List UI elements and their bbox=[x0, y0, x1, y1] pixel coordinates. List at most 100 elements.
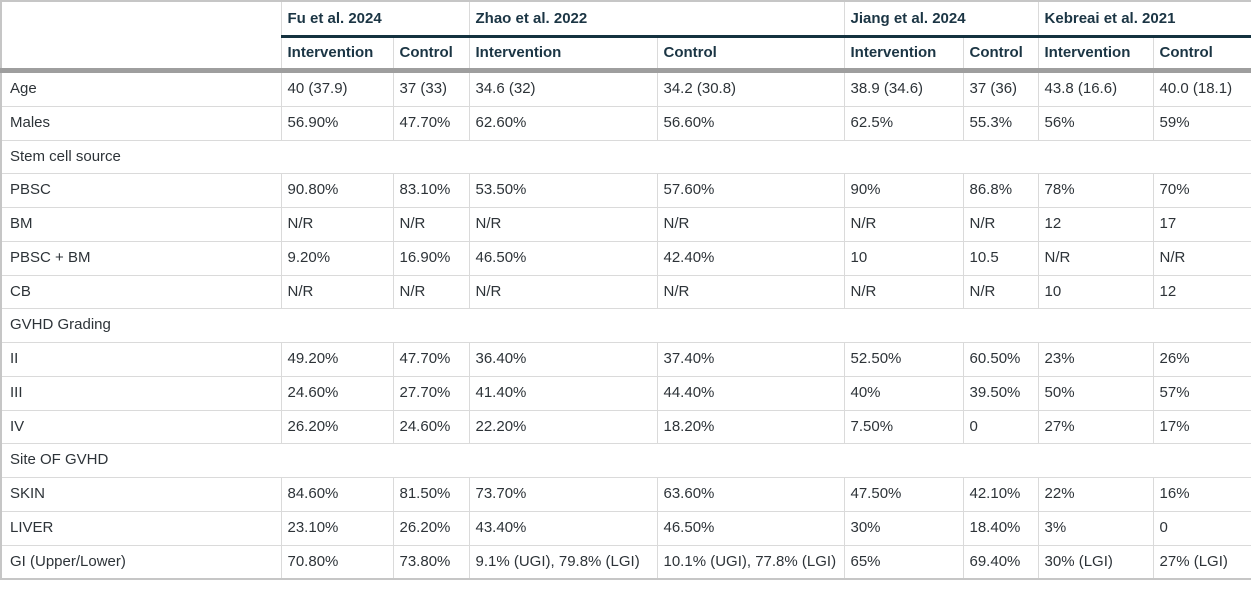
data-cell: 59% bbox=[1152, 105, 1251, 141]
data-cell: 26.20% bbox=[392, 510, 470, 546]
study-header-fu: Fu et al. 2024 bbox=[280, 0, 470, 38]
data-cell: N/R bbox=[468, 274, 658, 310]
subheader-row: Intervention Control Intervention Contro… bbox=[1, 36, 1251, 73]
data-cell: 86.8% bbox=[962, 173, 1039, 208]
table-row: LIVER 23.10% 26.20% 43.40% 46.50% 30% 18.40% 3%… bbox=[0, 510, 1251, 546]
data-cell: 56% bbox=[1037, 105, 1154, 141]
data-cell: 57% bbox=[1152, 375, 1251, 411]
data-cell: 57.60% bbox=[656, 173, 845, 208]
data-cell: 73.70% bbox=[468, 477, 658, 512]
data-cell: 9.1% (UGI), 79.8% (LGI) bbox=[468, 544, 658, 580]
row-label: PBSC bbox=[0, 173, 282, 208]
data-cell: 10 bbox=[1037, 274, 1154, 310]
data-cell: N/R bbox=[656, 274, 845, 310]
data-cell: 62.60% bbox=[468, 105, 658, 141]
data-cell: 30% bbox=[843, 510, 964, 546]
data-cell: 73.80% bbox=[392, 544, 470, 580]
data-cell: 40 (37.9) bbox=[280, 70, 394, 107]
data-cell: 78% bbox=[1037, 173, 1154, 208]
data-cell: 55.3% bbox=[962, 105, 1039, 141]
data-cell: 69.40% bbox=[962, 544, 1039, 580]
table-row: Age 40 (37.9) 37 (33) 34.6 (32) 34.2 (30.8) 3… bbox=[0, 70, 1251, 107]
data-cell: 47.50% bbox=[843, 477, 964, 512]
data-cell: 40% bbox=[843, 375, 964, 411]
row-label: LIVER bbox=[0, 510, 282, 546]
data-cell: 39.50% bbox=[962, 375, 1039, 411]
subheader-kebreai-intervention: Intervention bbox=[1037, 36, 1154, 73]
data-cell: 65% bbox=[843, 544, 964, 580]
data-cell: 90.80% bbox=[280, 173, 394, 208]
data-cell: 43.8 (16.6) bbox=[1037, 70, 1154, 107]
data-cell: 46.50% bbox=[656, 510, 845, 546]
data-cell: N/R bbox=[843, 274, 964, 310]
data-cell: 84.60% bbox=[280, 477, 394, 512]
section-row: Stem cell source bbox=[0, 139, 1251, 175]
data-cell: 10 bbox=[843, 240, 964, 276]
subheader-jiang-intervention: Intervention bbox=[843, 36, 964, 73]
data-cell: 22.20% bbox=[468, 409, 658, 445]
data-cell: 81.50% bbox=[392, 477, 470, 512]
subheader-kebreai-control: Control bbox=[1152, 36, 1251, 73]
data-cell: 9.20% bbox=[280, 240, 394, 276]
table-row: GI (Upper/Lower) 70.80% 73.80% 9.1% (UGI), … bbox=[0, 544, 1251, 580]
table-row: IV 26.20% 24.60% 22.20% 18.20% 7.50% 0 27% 17% bbox=[0, 409, 1251, 445]
row-label: BM bbox=[0, 207, 282, 242]
data-cell: 42.10% bbox=[962, 477, 1039, 512]
subheader-zhao-control: Control bbox=[656, 36, 845, 73]
data-cell: 37 (33) bbox=[392, 70, 470, 107]
data-cell: 26.20% bbox=[280, 409, 394, 445]
data-cell: 16% bbox=[1152, 477, 1251, 512]
data-cell: 0 bbox=[1152, 510, 1251, 546]
row-label: III bbox=[0, 375, 282, 411]
data-cell: 40.0 (18.1) bbox=[1152, 70, 1251, 107]
data-cell: 23% bbox=[1037, 342, 1154, 377]
data-cell: 10.5 bbox=[962, 240, 1039, 276]
data-cell: 34.2 (30.8) bbox=[656, 70, 845, 107]
table-row: II 49.20% 47.70% 36.40% 37.40% 52.50% 60.50% 23… bbox=[0, 342, 1251, 377]
section-label: Stem cell source bbox=[0, 139, 1251, 175]
table-row: PBSC 90.80% 83.10% 53.50% 57.60% 90% 86.8% 78% 7… bbox=[0, 173, 1251, 208]
table-header: Fu et al. 2024 Zhao et al. 2022 Jiang et… bbox=[0, 0, 1251, 73]
data-cell: 42.40% bbox=[656, 240, 845, 276]
data-cell: 56.60% bbox=[656, 105, 845, 141]
data-cell: 7.50% bbox=[843, 409, 964, 445]
table-body: Age 40 (37.9) 37 (33) 34.6 (32) 34.2 (30.8) 3… bbox=[0, 70, 1251, 580]
data-cell: 70% bbox=[1152, 173, 1251, 208]
study-header-row: Fu et al. 2024 Zhao et al. 2022 Jiang et… bbox=[0, 0, 1251, 73]
subheader-jiang-control: Control bbox=[962, 36, 1039, 73]
data-cell: N/R bbox=[392, 274, 470, 310]
table-row: SKIN 84.60% 81.50% 73.70% 63.60% 47.50% 42.10%… bbox=[0, 477, 1251, 512]
data-cell: 27% (LGI) bbox=[1152, 544, 1251, 580]
table-row: Males 56.90% 47.70% 62.60% 56.60% 62.5% 55.3% 5… bbox=[0, 105, 1251, 141]
data-cell: 18.20% bbox=[656, 409, 845, 445]
data-cell: 44.40% bbox=[656, 375, 845, 411]
data-cell: N/R bbox=[392, 207, 470, 242]
study-comparison-page: Fu et al. 2024 Zhao et al. 2022 Jiang et… bbox=[0, 0, 1251, 581]
data-cell: 38.9 (34.6) bbox=[843, 70, 964, 107]
data-cell: 47.70% bbox=[392, 105, 470, 141]
subheader-zhao-intervention: Intervention bbox=[468, 36, 658, 73]
data-cell: 26% bbox=[1152, 342, 1251, 377]
row-label: GI (Upper/Lower) bbox=[0, 544, 282, 580]
data-cell: N/R bbox=[280, 274, 394, 310]
data-cell: 12 bbox=[1037, 207, 1154, 242]
data-cell: N/R bbox=[1152, 240, 1251, 276]
table-row: PBSC + BM 9.20% 16.90% 46.50% 42.40% 10 10.5 N/… bbox=[0, 240, 1251, 276]
data-cell: 12 bbox=[1152, 274, 1251, 310]
data-cell: 56.90% bbox=[280, 105, 394, 141]
data-cell: 24.60% bbox=[392, 409, 470, 445]
study-header-jiang: Jiang et al. 2024 bbox=[843, 0, 1039, 38]
data-cell: 17% bbox=[1152, 409, 1251, 445]
data-cell: 90% bbox=[843, 173, 964, 208]
data-cell: 52.50% bbox=[843, 342, 964, 377]
row-label: SKIN bbox=[0, 477, 282, 512]
data-cell: 83.10% bbox=[392, 173, 470, 208]
data-cell: N/R bbox=[1037, 240, 1154, 276]
data-cell: 23.10% bbox=[280, 510, 394, 546]
data-cell: N/R bbox=[843, 207, 964, 242]
data-cell: 30% (LGI) bbox=[1037, 544, 1154, 580]
section-label: Site OF GVHD bbox=[0, 443, 1251, 478]
data-cell: N/R bbox=[656, 207, 845, 242]
subheader-fu-intervention: Intervention bbox=[280, 36, 394, 73]
study-header-zhao: Zhao et al. 2022 bbox=[468, 0, 845, 38]
